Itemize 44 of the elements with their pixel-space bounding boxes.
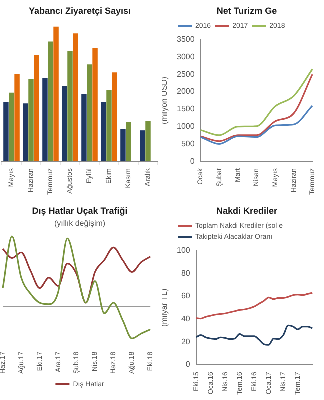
y-tick-label: 500 [181, 139, 196, 148]
bar [54, 26, 59, 162]
bar [14, 74, 20, 162]
bar [68, 51, 73, 162]
bar [48, 42, 54, 162]
chart-title: Yabancı Ziyaretçi Sayısı [28, 6, 132, 16]
chart-title: Net Turizm Ge [216, 6, 278, 16]
bar [34, 55, 40, 162]
line-series [196, 292, 314, 320]
y-tick-label: 1000 [177, 122, 196, 131]
y-tick-label: 0 [186, 360, 191, 370]
y-tick-label: 80 [181, 268, 191, 278]
bar [9, 92, 14, 162]
bar [62, 86, 68, 162]
y-tick-label: 3500 [177, 35, 196, 44]
bar [120, 129, 126, 162]
chart-subtitle: (yıllık değişim) [54, 218, 106, 228]
bar [112, 72, 118, 162]
bar [101, 102, 106, 162]
bar [126, 122, 132, 162]
y-tick-label: 40 [181, 314, 191, 324]
y-tick-label: 100 [176, 246, 191, 256]
y-tick-label: 2000 [177, 87, 196, 96]
bar [23, 104, 28, 162]
bar [28, 79, 34, 162]
chart-title: Dış Hatlar Uçak Trafiği [32, 206, 128, 216]
bar [146, 121, 151, 162]
bar [42, 78, 48, 162]
y-tick-label: 0 [190, 156, 196, 166]
y-tick-label: 3000 [177, 52, 196, 62]
bar [140, 130, 146, 162]
line-series [196, 324, 314, 346]
line-series [200, 105, 314, 145]
bar [106, 90, 112, 162]
y-tick-label: 2500 [177, 70, 196, 79]
bar [73, 34, 78, 162]
bar [92, 48, 98, 162]
y-tick-label: 60 [181, 292, 191, 301]
bar [82, 94, 87, 162]
bar [87, 64, 92, 162]
bar [4, 102, 9, 162]
chart-title: Nakdi Krediler [216, 206, 278, 216]
y-tick-label: 1500 [177, 104, 196, 114]
y-tick-label: 20 [181, 337, 191, 346]
